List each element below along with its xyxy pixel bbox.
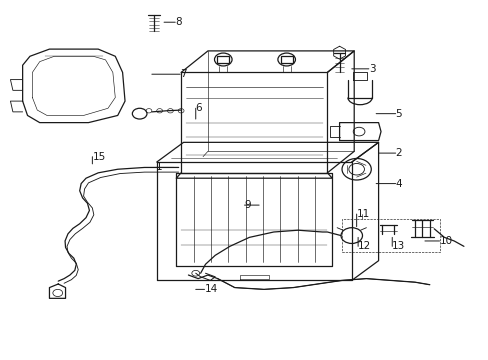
Text: 13: 13 xyxy=(391,241,405,251)
Text: 2: 2 xyxy=(395,148,402,158)
Text: 6: 6 xyxy=(195,103,202,113)
Bar xyxy=(280,56,292,63)
Text: 1: 1 xyxy=(156,162,162,172)
Text: 12: 12 xyxy=(357,241,370,251)
Text: 11: 11 xyxy=(356,209,369,219)
Bar xyxy=(217,56,229,63)
Text: 14: 14 xyxy=(204,284,217,294)
Text: 10: 10 xyxy=(439,236,452,246)
Text: 15: 15 xyxy=(92,152,105,162)
Text: 4: 4 xyxy=(395,179,402,189)
Text: 7: 7 xyxy=(180,69,186,79)
Text: 9: 9 xyxy=(244,200,251,210)
Text: 5: 5 xyxy=(395,109,402,119)
Text: 8: 8 xyxy=(175,17,182,27)
Text: 3: 3 xyxy=(368,64,375,74)
Bar xyxy=(341,220,439,252)
